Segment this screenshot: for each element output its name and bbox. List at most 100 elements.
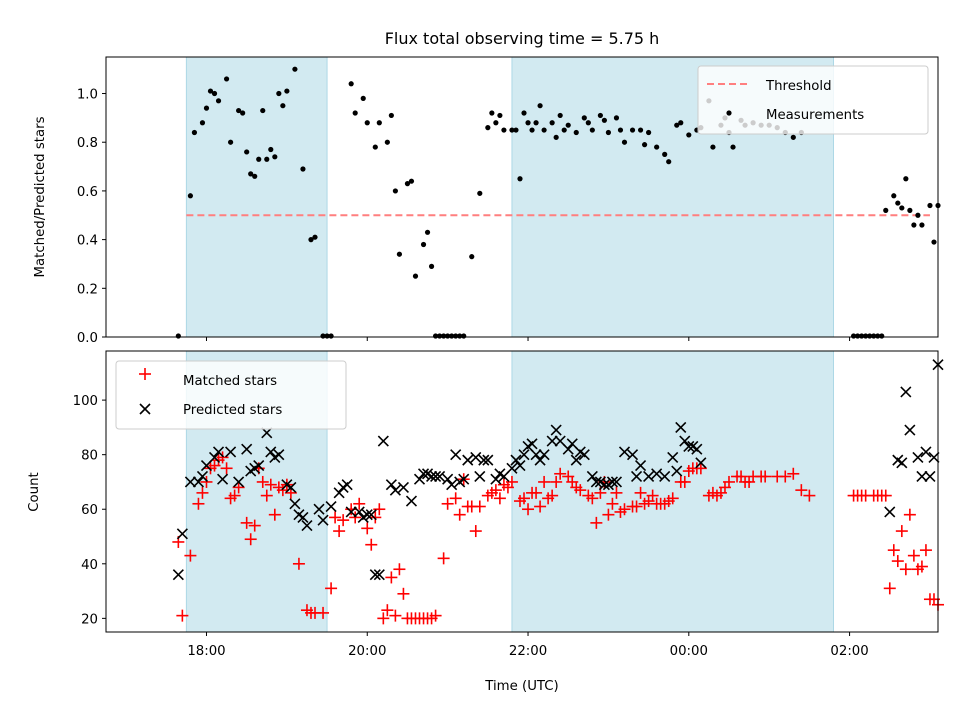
top-shaded-intervals — [185, 56, 834, 338]
matched-star-point — [883, 582, 896, 595]
predicted-marker-b — [554, 435, 566, 447]
predicted-marker-b — [373, 569, 385, 581]
y-tick-label: 1.0 — [77, 88, 98, 103]
predicted-marker-b — [369, 569, 381, 581]
measurement-point — [557, 112, 563, 119]
measurement-point — [328, 333, 334, 339]
predicted-marker-b — [518, 449, 530, 461]
matched-star-point — [534, 500, 547, 513]
matched-star-point — [256, 475, 269, 488]
predicted-marker-b — [273, 449, 285, 461]
predicted-star-point — [550, 424, 562, 436]
predicted-star-point — [225, 446, 237, 458]
predicted-marker-b — [675, 421, 687, 433]
matched-star-point — [381, 604, 394, 617]
predicted-marker-b — [434, 470, 446, 483]
measurement-point — [203, 105, 210, 111]
measurement-point — [248, 171, 254, 177]
predicted-marker-b — [377, 435, 389, 447]
predicted-star-point — [241, 443, 253, 455]
top-legend: Threshold Measurements — [697, 65, 929, 135]
matched-star-point — [469, 525, 482, 538]
measurement-point — [469, 254, 475, 260]
measurement-point — [412, 273, 419, 279]
matched-star-point — [646, 489, 659, 502]
measurement-point — [360, 95, 366, 101]
predicted-marker-b — [651, 468, 663, 480]
measurement-point — [927, 202, 933, 209]
predicted-marker-b — [317, 514, 329, 526]
measurement-point — [915, 212, 921, 218]
predicted-marker-b — [172, 569, 184, 581]
predicted-marker-b — [691, 443, 703, 455]
top-chart: 0.0 0.2 0.4 0.6 0.8 1.0 Matched/Predicted sta… — [33, 56, 941, 346]
bottom-legend-entry-predicted: Predicted stars — [183, 403, 282, 418]
matched-star-point — [694, 462, 707, 475]
predicted-star-point — [510, 454, 522, 466]
predicted-star-point — [667, 451, 679, 463]
matched-star-point — [385, 571, 398, 584]
predicted-legend-swatch — [139, 403, 151, 415]
predicted-marker-b — [385, 479, 397, 491]
predicted-star-point — [470, 451, 482, 463]
measurement-point — [686, 132, 692, 138]
predicted-marker-b — [610, 476, 623, 488]
x-axis-label: Time (UTC) — [484, 679, 559, 694]
predicted-marker-b — [687, 440, 699, 453]
matched-star-point — [196, 486, 209, 499]
matched-star-point — [787, 467, 800, 480]
predicted-marker-b — [490, 473, 502, 485]
matched-star-point — [610, 486, 623, 499]
measurement-point — [256, 156, 262, 162]
matched-star-point — [606, 497, 619, 510]
matched-star-point — [184, 549, 197, 562]
predicted-star-point — [373, 569, 385, 581]
predicted-star-point — [916, 470, 928, 483]
matched-star-point — [891, 555, 904, 568]
predicted-marker-b — [574, 446, 586, 458]
measurement-point — [312, 234, 318, 240]
measurement-point — [674, 122, 680, 128]
measurement-point — [513, 127, 519, 133]
predicted-marker-b — [341, 479, 353, 491]
measurement-point — [191, 129, 198, 136]
predicted-star-point — [208, 451, 221, 463]
measurement-point — [199, 120, 206, 126]
predicted-marker-b — [598, 479, 610, 491]
predicted-marker-b — [482, 454, 494, 466]
measurement-point — [654, 144, 660, 150]
predicted-star-point — [184, 476, 196, 488]
y-tick-label: 20 — [81, 612, 98, 627]
matched-star-point — [192, 497, 205, 510]
measurement-point — [207, 88, 214, 94]
top-x-axis-ticks — [205, 337, 851, 341]
measurement-point — [244, 149, 250, 155]
predicted-star-point — [900, 386, 912, 398]
predicted-star-point — [450, 449, 462, 461]
predicted-marker-b — [281, 479, 293, 491]
predicted-marker-b — [578, 449, 590, 461]
matched-star-points — [172, 451, 944, 625]
matched-star-point — [554, 467, 567, 480]
measurement-point — [629, 127, 636, 133]
predicted-star-point — [526, 438, 538, 450]
matched-star-point — [586, 492, 599, 505]
y-tick-label: 40 — [81, 558, 98, 573]
predicted-star-point — [920, 446, 932, 458]
matched-star-point — [473, 500, 486, 513]
measurement-point — [252, 173, 258, 179]
measurement-point — [489, 110, 495, 116]
predicted-star-point — [675, 421, 687, 433]
predicted-star-point — [570, 454, 582, 466]
predicted-marker-b — [365, 509, 377, 521]
matched-star-point — [618, 503, 631, 516]
predicted-star-point — [534, 454, 546, 466]
predicted-marker-b — [695, 457, 707, 469]
matched-star-point — [228, 489, 241, 502]
measurement-point — [280, 103, 286, 109]
predicted-star-point — [538, 449, 550, 461]
bottom-legend-box — [115, 360, 347, 430]
predicted-marker-b — [462, 454, 474, 466]
measurement-point — [549, 120, 555, 126]
predicted-marker-b — [594, 476, 606, 488]
